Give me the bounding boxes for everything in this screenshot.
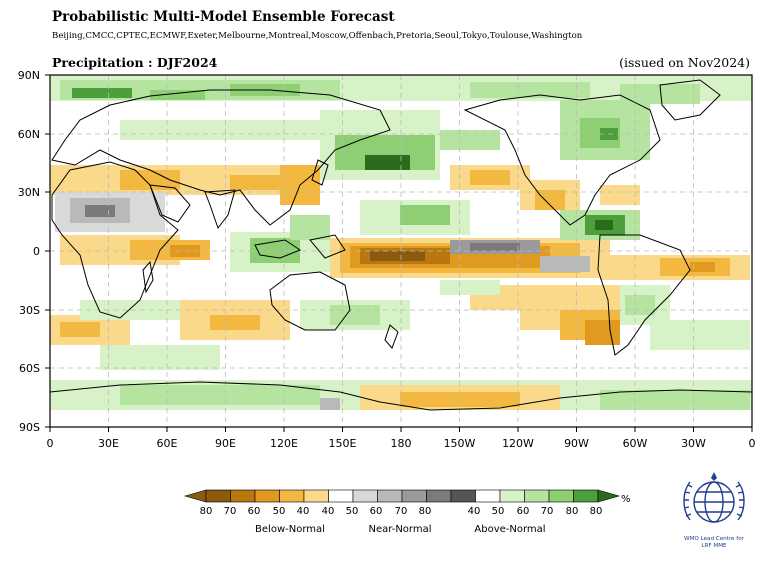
lon-tick-label: 0 xyxy=(47,437,54,450)
legend-tick-zero: 80 xyxy=(590,506,603,517)
lat-tick-label: 90S xyxy=(19,421,40,434)
lon-tick-label: 120W xyxy=(502,437,534,450)
latitude-labels: 90N 60N 30N 0 30S 60S 90S xyxy=(18,69,40,434)
legend-tick: 80 xyxy=(419,506,432,517)
lat-tick-label: 30S xyxy=(19,304,40,317)
wmo-caption-line2: LRF MME xyxy=(701,543,727,549)
legend-tick: 40 xyxy=(322,506,335,517)
below-normal-label: Below-Normal xyxy=(255,524,325,535)
lat-tick-label: 60S xyxy=(19,362,40,375)
legend-tick: 80 xyxy=(566,506,579,517)
legend-tick: 60 xyxy=(370,506,383,517)
lon-tick-label: 90E xyxy=(215,437,236,450)
legend-tick: 50 xyxy=(273,506,286,517)
chart-title: Probabilistic Multi-Model Ensemble Forec… xyxy=(52,9,395,25)
lon-tick-label: 60E xyxy=(157,437,178,450)
lon-tick-label: 180 xyxy=(391,437,412,450)
legend-color-cell xyxy=(548,489,574,503)
legend-color-cell xyxy=(205,489,231,503)
legend-color-cell xyxy=(426,489,452,503)
lon-tick-label: 30W xyxy=(681,437,706,450)
lat-tick-label: 0 xyxy=(33,245,40,258)
legend-color-cell xyxy=(254,489,280,503)
legend-tick: 40 xyxy=(468,506,481,517)
lon-tick-label: 60W xyxy=(623,437,648,450)
legend-tick-labels: 80 70 60 50 40 40 50 60 70 80 40 50 60 7… xyxy=(200,506,603,517)
coastlines xyxy=(50,79,752,411)
lon-tick-label: 150W xyxy=(444,437,476,450)
lat-tick-label: 90N xyxy=(18,69,40,82)
legend-color-cell xyxy=(230,489,256,503)
near-normal-label: Near-Normal xyxy=(368,524,431,535)
issue-date: (issued on Nov2024) xyxy=(619,55,750,70)
legend-arrow-right xyxy=(597,489,621,503)
wmo-caption-line1: WMO Lead Centre for xyxy=(684,536,744,542)
legend-tick: 70 xyxy=(541,506,554,517)
lon-ticks xyxy=(49,427,753,432)
legend-tick: 70 xyxy=(395,506,408,517)
wmo-logo-caption: WMO Lead Centre for LRF MME xyxy=(664,536,764,550)
lon-tick-label: 0 xyxy=(749,437,756,450)
gridlines xyxy=(50,75,752,427)
lon-tick-label: 90W xyxy=(564,437,589,450)
lat-ticks xyxy=(45,74,50,428)
legend-tick: 60 xyxy=(248,506,261,517)
legend-color-cell xyxy=(450,489,476,503)
legend-color-cell xyxy=(475,489,501,503)
legend-color-cell xyxy=(573,489,599,503)
legend-tick: 40 xyxy=(297,506,310,517)
legend-color-cell xyxy=(499,489,525,503)
lat-tick-label: 60N xyxy=(18,128,40,141)
legend-tick: 60 xyxy=(517,506,530,517)
legend-color-cell xyxy=(524,489,550,503)
wmo-logo xyxy=(676,470,752,570)
legend-color-cell xyxy=(377,489,403,503)
legend-color-cell xyxy=(352,489,378,503)
legend-unit: % xyxy=(621,494,631,505)
legend-tick: 70 xyxy=(224,506,237,517)
contributing-centres: Beijing,CMCC,CPTEC,ECMWF,Exeter,Melbourn… xyxy=(52,31,583,41)
lon-tick-label: 30E xyxy=(98,437,119,450)
variable-season-label: Precipitation : DJF2024 xyxy=(52,55,218,70)
lon-tick-label: 150E xyxy=(329,437,357,450)
legend-colorbar: % xyxy=(183,489,631,505)
legend-color-cell xyxy=(303,489,329,503)
longitude-labels: 0 30E 60E 90E 120E 150E 180 150W 120W 90… xyxy=(47,437,756,450)
legend-tick: 50 xyxy=(346,506,359,517)
legend-tick: 80 xyxy=(200,506,213,517)
legend-color-cell xyxy=(328,489,354,503)
legend-category-labels: Below-Normal Near-Normal Above-Normal xyxy=(255,524,546,535)
lon-tick-label: 120E xyxy=(270,437,298,450)
legend-color-cell xyxy=(401,489,427,503)
legend-color-cell xyxy=(279,489,305,503)
legend-tick: 50 xyxy=(492,506,505,517)
lat-tick-label: 30N xyxy=(18,186,40,199)
above-normal-label: Above-Normal xyxy=(474,524,545,535)
legend-arrow-left xyxy=(183,489,207,503)
